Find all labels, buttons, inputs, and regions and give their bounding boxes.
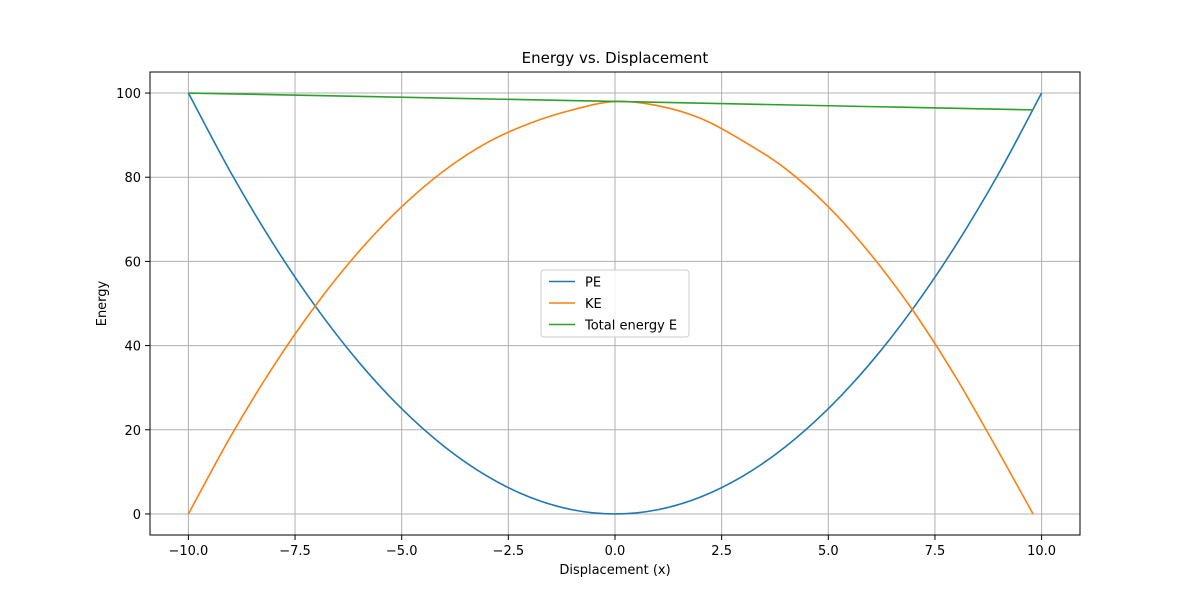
- x-tick-label: 2.5: [711, 544, 732, 559]
- x-axis-label: Displacement (x): [559, 563, 670, 578]
- x-tick-label: −7.5: [279, 544, 311, 559]
- x-tick-label: 7.5: [925, 544, 946, 559]
- y-tick-label: 80: [124, 171, 141, 186]
- legend-box: [540, 269, 690, 338]
- series-lines: [187, 92, 1043, 515]
- legend: PE KE Total energy E: [540, 269, 690, 338]
- chart-title: Energy vs. Displacement: [522, 49, 709, 67]
- x-tick-label: 10.0: [1027, 544, 1056, 559]
- y-tick-label: 20: [124, 424, 141, 439]
- y-tick-label: 60: [124, 255, 141, 270]
- series-line-total-energy-e: [188, 92, 1034, 111]
- x-tick-label: −10.0: [168, 544, 208, 559]
- y-tick-label: 0: [133, 508, 141, 523]
- y-tick-label: 40: [124, 340, 141, 355]
- x-tick-label: 5.0: [818, 544, 839, 559]
- x-ticks: −10.0 −7.5 −5.0 −2.5 0.0 2.5 5.0 7.5 10.0: [168, 535, 1056, 559]
- y-axis-label: Energy: [95, 280, 110, 326]
- series-line-pe: [187, 92, 1043, 515]
- legend-entry: Total energy E: [584, 319, 677, 334]
- x-tick-label: −5.0: [386, 544, 418, 559]
- grid-lines: [150, 72, 1080, 535]
- y-ticks: 0 20 40 60 80 100: [116, 87, 150, 523]
- legend-entry: KE: [585, 297, 602, 312]
- y-tick-label: 100: [116, 87, 141, 102]
- x-tick-label: 0.0: [605, 544, 626, 559]
- x-tick-label: −2.5: [493, 544, 525, 559]
- legend-entry: PE: [585, 276, 601, 291]
